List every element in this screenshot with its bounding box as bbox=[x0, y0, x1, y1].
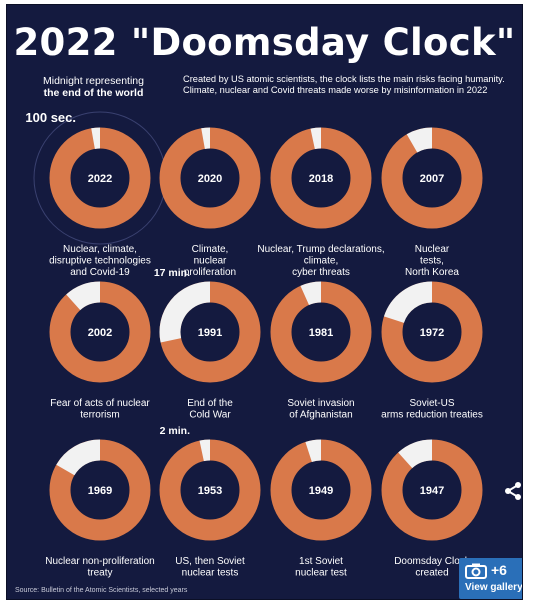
clock-caption-line: US, then Soviet bbox=[175, 556, 245, 567]
clock-year-label: 1969 bbox=[88, 485, 112, 497]
intro-text: Created by US atomic scientists, the clo… bbox=[183, 74, 505, 95]
source-note: Source: Bulletin of the Atomic Scientist… bbox=[15, 587, 188, 594]
clock-caption-line: Nuclear bbox=[415, 244, 450, 255]
clock-caption-line: Nuclear non-proliferation bbox=[45, 556, 155, 567]
share-button[interactable] bbox=[502, 480, 522, 502]
clock-year-label: 1947 bbox=[420, 485, 444, 497]
clock-year-label: 1953 bbox=[198, 485, 222, 497]
gallery-count: +6 bbox=[491, 562, 507, 578]
time-to-midnight-arc bbox=[159, 281, 211, 343]
clock-2018: 2018 Nuclear, Trump declarations,climate,… bbox=[257, 127, 385, 278]
clock-caption-line: Soviet invasion bbox=[287, 398, 354, 409]
clock-callout-label: 17 min. bbox=[154, 267, 190, 279]
time-to-midnight-arc bbox=[310, 127, 322, 150]
clock-caption-line: Nuclear, Trump declarations, bbox=[257, 244, 384, 255]
time-to-midnight-arc bbox=[305, 439, 322, 463]
clock-caption-line: nuclear bbox=[194, 256, 227, 267]
time-to-midnight-arc bbox=[383, 281, 433, 324]
clock-caption-line: and Covid-19 bbox=[70, 267, 130, 278]
clock-caption-line: Climate, bbox=[192, 244, 229, 255]
time-to-midnight-arc bbox=[199, 439, 211, 462]
clock-caption-line: cyber threats bbox=[292, 267, 350, 278]
time-to-midnight-arc bbox=[201, 127, 211, 149]
midnight-legend: Midnight representing the end of the wor… bbox=[21, 75, 166, 99]
time-to-midnight-arc bbox=[398, 439, 433, 469]
camera-icon bbox=[465, 563, 487, 579]
clock-caption-line: Doomsday Clock bbox=[394, 556, 471, 567]
clock-year-label: 2002 bbox=[88, 327, 112, 339]
time-to-midnight-arc bbox=[406, 127, 433, 153]
clock-year-label: 1949 bbox=[309, 485, 333, 497]
clock-caption-line: nuclear test bbox=[295, 568, 347, 579]
clock-caption-line: arms reduction treaties bbox=[381, 410, 483, 421]
clock-year-label: 1991 bbox=[198, 327, 222, 339]
clock-caption-line: of Afghanistan bbox=[289, 410, 352, 421]
clock-caption-line: Soviet-US bbox=[409, 398, 454, 409]
clock-caption-line: created bbox=[415, 568, 448, 579]
clock-year-label: 2007 bbox=[420, 173, 444, 185]
clock-callout-label: 2 min. bbox=[160, 425, 190, 437]
time-to-midnight-arc bbox=[91, 127, 101, 149]
midnight-legend-line2: the end of the world bbox=[43, 87, 144, 99]
clock-caption-line: Fear of acts of nuclear bbox=[50, 398, 150, 409]
midnight-legend-line1: Midnight representing bbox=[43, 75, 144, 87]
clock-year-label: 2020 bbox=[198, 173, 222, 185]
clock-caption-line: disruptive technologies bbox=[49, 256, 151, 267]
share-icon bbox=[505, 482, 521, 500]
gallery-label: View gallery bbox=[465, 582, 523, 593]
clock-caption-line: 1st Soviet bbox=[299, 556, 343, 567]
clock-caption-line: Cold War bbox=[189, 410, 231, 421]
clock-2022: 2022 100 sec. Nuclear, climate,disruptive … bbox=[25, 110, 150, 278]
view-gallery-button[interactable]: +6 View gallery bbox=[459, 558, 523, 599]
clock-caption-line: tests, bbox=[420, 256, 444, 267]
chart-title: 2022 "Doomsday Clock" bbox=[13, 21, 516, 64]
clock-caption-line: Nuclear, climate, bbox=[63, 244, 137, 255]
doomsday-clocks-chart: 2022 100 sec. Nuclear, climate,disruptive … bbox=[25, 110, 483, 579]
clock-caption-line: North Korea bbox=[405, 267, 459, 278]
clock-callout-label: 100 sec. bbox=[25, 110, 76, 125]
clock-caption-line: terrorism bbox=[80, 410, 119, 421]
clock-caption-line: nuclear tests bbox=[182, 568, 239, 579]
clock-year-label: 1981 bbox=[309, 327, 333, 339]
time-to-midnight-arc bbox=[66, 281, 101, 311]
clock-caption-line: proliferation bbox=[184, 267, 236, 278]
clock-year-label: 1972 bbox=[420, 327, 444, 339]
clock-caption-line: climate, bbox=[304, 256, 338, 267]
infographic-panel: 2022 "Doomsday Clock" Midnight represent… bbox=[6, 4, 523, 600]
clock-caption-line: End of the bbox=[187, 398, 233, 409]
clock-caption-line: treaty bbox=[87, 568, 112, 579]
clock-year-label: 2022 bbox=[88, 173, 112, 185]
time-to-midnight-arc bbox=[56, 439, 101, 476]
clock-year-label: 2018 bbox=[309, 173, 333, 185]
time-to-midnight-arc bbox=[300, 281, 322, 306]
